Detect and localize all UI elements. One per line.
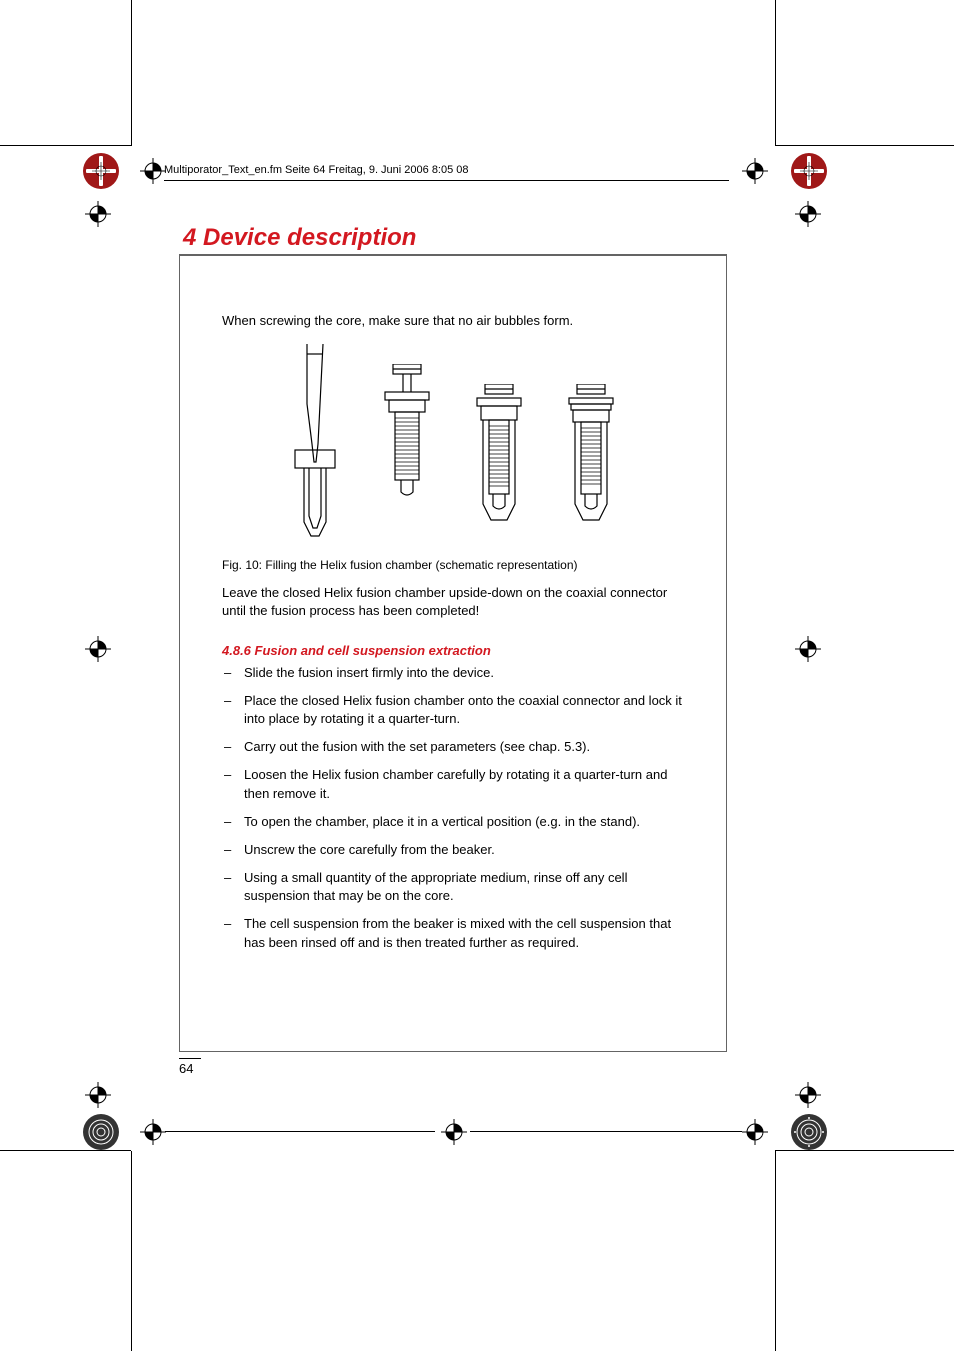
list-item: Using a small quantity of the appropriat… <box>222 869 684 905</box>
device-schematic-3 <box>469 384 529 544</box>
device-schematic-2 <box>377 364 437 544</box>
crop-mark <box>775 145 954 146</box>
crop-mark <box>131 1151 132 1351</box>
crop-line <box>470 1131 742 1132</box>
figure-caption-prefix: Fig. 10: <box>222 558 262 572</box>
running-head-rule <box>164 180 729 181</box>
crop-line <box>165 1131 435 1132</box>
section-number: 4.8.6 <box>222 643 251 658</box>
chapter-name: Device description <box>203 224 416 251</box>
chapter-number: 4 <box>183 224 196 251</box>
page-number: 64 <box>179 1058 201 1076</box>
crop-mark <box>775 1151 776 1351</box>
list-item: Carry out the fusion with the set parame… <box>222 738 684 756</box>
registration-mark-icon <box>795 1082 821 1108</box>
registration-mark-icon <box>795 636 821 662</box>
device-schematic-1 <box>285 344 345 544</box>
registration-mark-icon <box>795 201 821 227</box>
list-item: The cell suspension from the beaker is m… <box>222 915 684 951</box>
color-registration-disc <box>790 152 828 190</box>
device-schematic-4 <box>561 384 621 544</box>
color-registration-disc <box>82 152 120 190</box>
crop-mark <box>131 0 132 146</box>
color-registration-disc <box>790 1113 828 1151</box>
section-title: Fusion and cell suspension extraction <box>255 643 491 658</box>
registration-mark-icon <box>742 158 768 184</box>
list-item: Slide the fusion insert firmly into the … <box>222 664 684 682</box>
after-figure-text: Leave the closed Helix fusion chamber up… <box>222 584 684 620</box>
figure <box>222 344 684 544</box>
registration-mark-icon <box>140 1119 166 1145</box>
figure-caption-text: Filling the Helix fusion chamber (schema… <box>265 558 577 572</box>
color-registration-disc <box>82 1113 120 1151</box>
running-head: Multiporator_Text_en.fm Seite 64 Freitag… <box>164 164 469 176</box>
section-heading: 4.8.6 Fusion and cell suspension extract… <box>222 643 684 658</box>
figure-caption: Fig. 10: Filling the Helix fusion chambe… <box>222 558 684 572</box>
content-frame: When screwing the core, make sure that n… <box>179 254 727 1052</box>
registration-mark-icon <box>85 201 111 227</box>
registration-mark-icon <box>85 636 111 662</box>
list-item: Unscrew the core carefully from the beak… <box>222 841 684 859</box>
crop-mark <box>0 145 131 146</box>
registration-mark-icon <box>742 1119 768 1145</box>
instruction-list: Slide the fusion insert firmly into the … <box>222 664 684 952</box>
registration-mark-icon <box>85 1082 111 1108</box>
list-item: Loosen the Helix fusion chamber carefull… <box>222 766 684 802</box>
registration-mark-icon <box>140 158 166 184</box>
list-item: To open the chamber, place it in a verti… <box>222 813 684 831</box>
intro-text: When screwing the core, make sure that n… <box>222 312 684 330</box>
list-item: Place the closed Helix fusion chamber on… <box>222 692 684 728</box>
chapter-title: 4 Device description <box>183 224 416 252</box>
registration-mark-icon <box>441 1119 467 1145</box>
crop-mark <box>775 0 776 146</box>
